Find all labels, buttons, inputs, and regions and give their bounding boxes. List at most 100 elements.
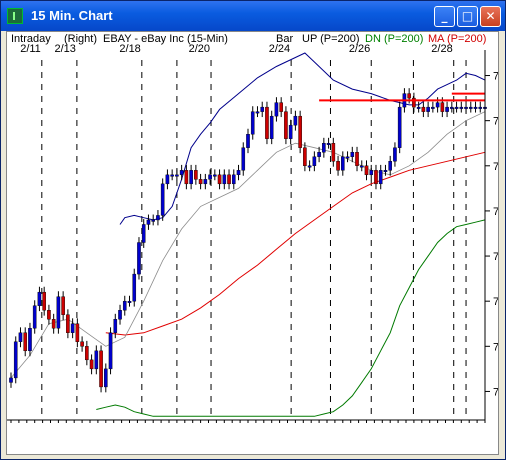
- price-bar: [141, 224, 146, 243]
- price-bar: [189, 170, 193, 185]
- y-tick-label: 75: [493, 251, 498, 263]
- price-bar: [28, 328, 32, 352]
- maximize-button[interactable]: □: [457, 6, 478, 27]
- price-bar: [103, 368, 108, 388]
- y-tick-label: 74: [493, 296, 498, 308]
- price-bars: [9, 88, 487, 393]
- price-bar: [213, 174, 217, 177]
- price-bar: [85, 346, 89, 361]
- price-bar: [231, 174, 236, 185]
- price-bar: [113, 319, 118, 333]
- price-bar: [326, 143, 331, 145]
- price-bar: [459, 106, 464, 109]
- price-bar: [32, 305, 37, 329]
- x-tick-label: 2/11: [20, 43, 41, 55]
- price-bar: [274, 102, 279, 117]
- y-tick-label: 76: [493, 206, 498, 218]
- x-tick-label: 2/20: [189, 43, 210, 55]
- price-bar: [355, 152, 359, 166]
- y-tick-label: 73: [493, 341, 498, 353]
- price-bar: [170, 174, 174, 177]
- price-bar: [122, 300, 127, 311]
- price-bar: [269, 115, 274, 139]
- price-bar: [80, 341, 84, 347]
- price-bar: [56, 296, 61, 329]
- price-bar: [279, 102, 283, 112]
- lower-band-line: [96, 219, 486, 417]
- price-bar: [388, 161, 393, 171]
- y-tick-label: 78: [493, 116, 498, 128]
- price-bar: [198, 179, 203, 185]
- price-bar: [431, 106, 435, 109]
- price-chart: 2/112/132/182/202/242/262/28 72737475767…: [7, 43, 498, 423]
- price-bar: [146, 219, 151, 225]
- price-bar: [454, 106, 459, 109]
- price-bar: [374, 170, 378, 185]
- price-bar: [284, 111, 288, 139]
- price-bar: [160, 183, 165, 216]
- header-mode: Intraday: [11, 33, 51, 45]
- price-bar: [51, 319, 56, 329]
- x-tick-label: 2/24: [269, 43, 290, 55]
- price-bar: [288, 124, 293, 139]
- price-bar: [416, 106, 421, 109]
- y-tick-label: 72: [493, 386, 498, 398]
- price-bar: [364, 165, 369, 176]
- price-bar: [246, 134, 250, 148]
- price-bar: [378, 170, 383, 185]
- price-bar: [70, 323, 75, 333]
- price-bar: [473, 106, 478, 109]
- upper-band-line: [119, 52, 486, 225]
- header-interval: (15-Min): [187, 33, 228, 45]
- annotations: [319, 92, 485, 102]
- price-bar: [18, 332, 23, 342]
- price-bar: [393, 147, 397, 162]
- price-bar: [89, 359, 94, 370]
- x-axis-ticks: 2/11 2/13 2/18 2/20 2/24 2/26 2/28: [20, 43, 452, 55]
- window-title: 15 Min. Chart: [31, 8, 113, 23]
- price-bar: [61, 296, 65, 315]
- price-bar: [397, 106, 402, 148]
- y-axis: 72 73 74 75 76 77 78 79: [7, 50, 498, 423]
- price-bar: [47, 310, 51, 320]
- header-up-label: UP (P=200): [302, 33, 360, 45]
- price-bar: [13, 341, 18, 379]
- price-bar: [75, 323, 80, 342]
- x-tick-label: 2/13: [54, 43, 75, 55]
- price-bar: [236, 170, 241, 176]
- price-bar: [303, 147, 307, 166]
- title-bar[interactable]: 15 Min. Chart _ □ ✕: [1, 1, 505, 31]
- price-bar: [179, 170, 184, 176]
- price-bar: [331, 143, 336, 162]
- close-button[interactable]: ✕: [480, 6, 501, 27]
- price-bar: [9, 377, 13, 383]
- price-bar: [132, 273, 137, 302]
- price-bar: [336, 161, 340, 171]
- series-lines: [10, 52, 486, 417]
- ma-line: [105, 151, 486, 336]
- price-bar: [165, 174, 170, 185]
- price-bar: [317, 152, 321, 157]
- price-bar: [175, 174, 179, 177]
- price-bar: [194, 170, 198, 180]
- header-dn-label: DN (P=200): [365, 33, 424, 45]
- price-bar: [250, 111, 255, 135]
- price-bar: [23, 332, 28, 352]
- price-bar: [421, 106, 426, 112]
- y-tick-label: 77: [493, 161, 498, 173]
- price-bar: [307, 165, 312, 168]
- price-bar: [108, 332, 113, 370]
- price-bar: [322, 143, 326, 153]
- chart-area[interactable]: Intraday (Right) EBAY - eBay Inc (15-Min…: [6, 31, 499, 455]
- price-bar: [450, 106, 454, 109]
- header-symbol: EBAY - eBay Inc: [103, 33, 184, 45]
- y-tick-label: 79: [493, 71, 498, 83]
- minimize-button[interactable]: _: [434, 6, 455, 27]
- price-bar: [208, 174, 212, 180]
- price-bar: [184, 170, 189, 185]
- price-bar: [156, 215, 160, 221]
- price-bar: [66, 314, 70, 333]
- price-bar: [478, 106, 483, 109]
- price-bar: [468, 106, 473, 109]
- x-tick-label: 2/26: [349, 43, 370, 55]
